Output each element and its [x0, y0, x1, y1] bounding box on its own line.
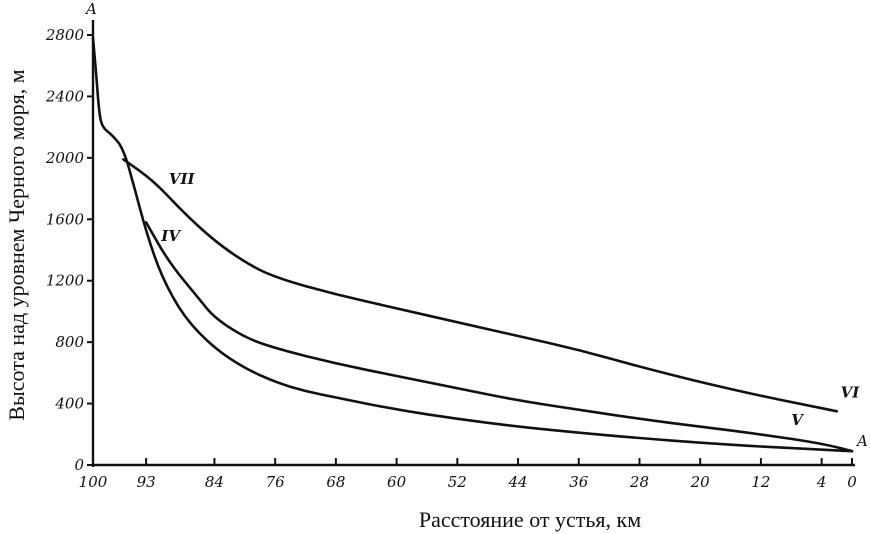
curve-label: VI	[841, 383, 861, 401]
chart-axes	[91, 20, 855, 467]
x-tick-label: 4	[816, 473, 827, 491]
curve-label: V	[791, 411, 804, 429]
series-line-2	[122, 158, 839, 413]
x-tick-label: 52	[448, 473, 467, 491]
y-tick-label: 800	[55, 333, 84, 351]
x-tick-label: 76	[266, 473, 286, 491]
x-tick-label: 44	[507, 473, 527, 491]
x-tick-label: 0	[847, 473, 857, 491]
y-tick-label: 400	[54, 395, 84, 413]
y-tick-label: 2800	[45, 26, 85, 44]
x-tick-label: 60	[387, 473, 407, 491]
endpoint-label-top: A	[84, 0, 97, 18]
y-axis-title: Высота над уровнем Черного моря, м	[4, 69, 29, 421]
x-tick-label: 28	[629, 473, 649, 491]
curve-labels: VII IV VI V	[160, 170, 860, 429]
x-tick-label: 93	[137, 473, 156, 491]
endpoint-label-bottom: A	[855, 432, 868, 450]
series-line-0	[91, 36, 854, 453]
x-tick-label: 100	[79, 473, 108, 491]
x-axis-title: Расстояние от устья, км	[419, 507, 641, 532]
series-lines	[91, 36, 854, 453]
y-tick-label: 0	[74, 456, 84, 474]
x-tick-label: 84	[205, 473, 224, 491]
series-line-1	[144, 221, 854, 453]
curve-label: IV	[160, 227, 181, 245]
x-tick-label: 36	[569, 473, 589, 491]
tick-marks	[87, 34, 853, 466]
y-tick-label: 1600	[46, 210, 85, 228]
x-tick-label: 20	[690, 473, 711, 491]
y-tick-label: 1200	[46, 272, 85, 290]
x-tick-label: 68	[326, 473, 345, 491]
x-tick-label: 12	[751, 473, 770, 491]
y-tick-label: 2400	[45, 87, 85, 105]
y-tick-label: 2000	[45, 149, 85, 167]
tick-labels: 0 400 800 1200 1600 2000 2400 2800 100 93 84 76 68 60…	[45, 26, 857, 491]
curve-label: VII	[169, 170, 196, 188]
